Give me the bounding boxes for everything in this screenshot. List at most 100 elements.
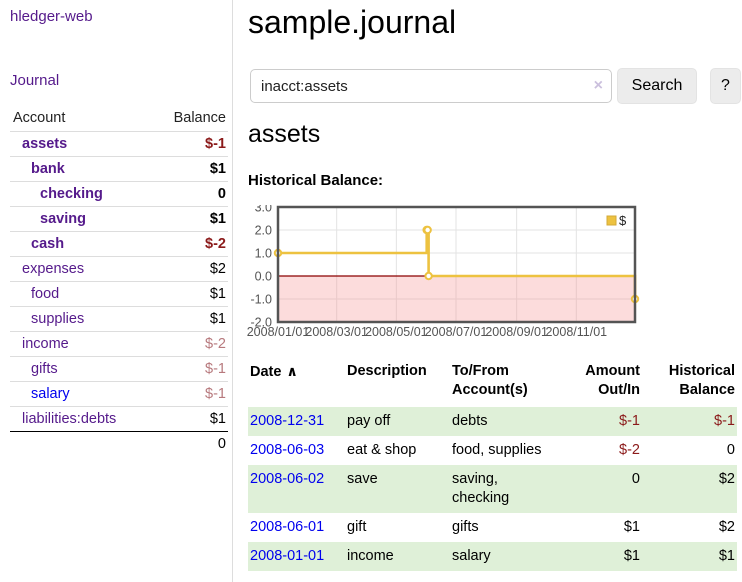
svg-text:1.0: 1.0: [255, 247, 272, 261]
account-balance: $-2: [154, 331, 228, 357]
svg-text:-1.0: -1.0: [250, 293, 272, 307]
register-table: Date ∧ Description To/From Account(s) Amo…: [248, 360, 737, 571]
account-title: assets: [248, 120, 321, 148]
account-row: food $1: [10, 281, 228, 307]
svg-text:-2.0: -2.0: [250, 316, 272, 328]
main-content: sample.journal × Search ? assets Histori…: [233, 0, 742, 582]
account-link[interactable]: food: [31, 286, 60, 302]
sort-asc-icon: ∧: [286, 363, 298, 379]
x-tick-label: 2008/01/01: [246, 325, 310, 339]
search-bar: × Search ?: [250, 68, 742, 104]
account-balance: 0: [154, 181, 228, 207]
account-balance: $1: [154, 156, 228, 182]
page-title: sample.journal: [248, 4, 457, 40]
chart-svg: 3.0 2.0 1.0 0.0 -1.0 -2.0 $: [250, 201, 640, 330]
account-balance: $1: [154, 306, 228, 332]
svg-text:3.0: 3.0: [255, 205, 272, 215]
svg-text:$: $: [619, 213, 627, 228]
transaction-description: income: [347, 548, 394, 564]
account-link[interactable]: income: [22, 336, 69, 352]
account-link[interactable]: liabilities:debts: [22, 411, 117, 427]
transaction-date-link[interactable]: 2008-06-02: [250, 471, 325, 487]
account-balance: $-1: [154, 356, 228, 382]
account-link[interactable]: gifts: [31, 361, 58, 377]
account-row: bank $1: [10, 156, 228, 182]
sidebar: hledger-web Journal Account Balance asse…: [0, 0, 233, 582]
account-balance: $2: [154, 256, 228, 282]
account-row: salary $-1: [10, 381, 228, 407]
account-row: cash $-2: [10, 231, 228, 257]
account-link[interactable]: expenses: [22, 261, 85, 277]
account-link[interactable]: assets: [22, 136, 68, 152]
accounts-tbody: assets $-1 bank $1 checking 0 saving $1 cash $-2 e…: [10, 131, 228, 432]
account-balance: $-1: [154, 131, 228, 157]
app-brand-link[interactable]: hledger-web: [10, 8, 93, 25]
transaction-balance: $1: [718, 548, 735, 564]
search-button[interactable]: Search: [617, 68, 697, 104]
account-row: expenses $2: [10, 256, 228, 282]
register-header-date[interactable]: Date ∧: [250, 363, 298, 380]
account-row: assets $-1: [10, 131, 228, 157]
accounts-table: Account Balance assets $-1 bank $1 checking 0…: [10, 106, 228, 456]
register-header-description: Description: [347, 363, 427, 379]
register-row: 2008-06-01 gift gifts $1 $2: [248, 513, 737, 542]
accounts-header-account: Account: [13, 110, 66, 126]
transaction-description: gift: [347, 519, 367, 535]
register-header-amount: Amount Out/In: [585, 363, 640, 398]
transaction-accounts: salary: [452, 548, 491, 564]
account-row: income $-2: [10, 331, 228, 357]
account-row: gifts $-1: [10, 356, 228, 382]
account-link[interactable]: saving: [40, 211, 86, 227]
transaction-balance: 0: [726, 442, 735, 458]
transaction-date-link[interactable]: 2008-01-01: [250, 548, 325, 564]
register-row: 2008-06-02 save saving, checking 0 $2: [248, 465, 737, 513]
svg-text:2.0: 2.0: [255, 224, 272, 238]
transaction-description: save: [347, 471, 378, 487]
transaction-date-link[interactable]: 2008-12-31: [250, 413, 325, 429]
transaction-accounts: debts: [452, 413, 488, 429]
account-balance: $1: [154, 406, 228, 432]
account-row: saving $1: [10, 206, 228, 232]
account-link[interactable]: salary: [31, 386, 70, 402]
account-link[interactable]: supplies: [31, 311, 85, 327]
svg-text:0.0: 0.0: [255, 270, 272, 284]
transaction-amount: $1: [623, 548, 640, 564]
transaction-date-link[interactable]: 2008-06-01: [250, 519, 325, 535]
chart-heading: Historical Balance:: [248, 172, 384, 189]
sidebar-item-journal[interactable]: Journal: [10, 72, 60, 89]
x-tick-label: 2008/11/01: [545, 325, 608, 339]
transaction-balance: $-1: [714, 413, 735, 429]
account-balance: $-2: [154, 231, 228, 257]
chart-x-axis-labels: 2008/01/01 2008/03/01 2008/05/01 2008/07/01…: [246, 325, 646, 341]
account-link[interactable]: cash: [31, 236, 65, 252]
search-input[interactable]: [250, 69, 612, 103]
accounts-total-value: 0: [154, 431, 228, 456]
transaction-balance: $2: [718, 519, 735, 535]
account-row: checking 0: [10, 181, 228, 207]
transaction-date-link[interactable]: 2008-06-03: [250, 442, 325, 458]
clear-search-icon[interactable]: ×: [593, 77, 603, 94]
account-link[interactable]: bank: [31, 161, 65, 177]
x-tick-label: 2008/05/01: [365, 325, 428, 339]
x-tick-label: 2008/03/01: [305, 325, 368, 339]
account-row: supplies $1: [10, 306, 228, 332]
transaction-accounts: gifts: [452, 519, 479, 535]
accounts-header-balance: Balance: [173, 110, 226, 126]
register-row: 2008-12-31 pay off debts $-1 $-1: [248, 407, 737, 436]
account-row: liabilities:debts $1: [10, 406, 228, 432]
register-row: 2008-01-01 income salary $1 $1: [248, 542, 737, 571]
transaction-amount: $1: [623, 519, 640, 535]
account-balance: $-1: [154, 381, 228, 407]
transaction-accounts: food, supplies: [452, 442, 542, 458]
account-link[interactable]: checking: [40, 186, 103, 202]
transaction-amount: $-2: [619, 442, 640, 458]
help-button[interactable]: ?: [710, 68, 741, 104]
transaction-description: eat & shop: [347, 442, 417, 458]
transaction-accounts: saving, checking: [452, 471, 510, 506]
transaction-description: pay off: [347, 413, 391, 429]
register-header-accounts: To/From Account(s): [452, 363, 528, 398]
register-tbody: 2008-12-31 pay off debts $-1 $-1 2008-06-03 ea…: [248, 407, 737, 571]
transaction-amount: 0: [631, 471, 640, 487]
balance-chart: 3.0 2.0 1.0 0.0 -1.0 -2.0 $ 2008/01/01 2008/03/…: [246, 201, 646, 345]
